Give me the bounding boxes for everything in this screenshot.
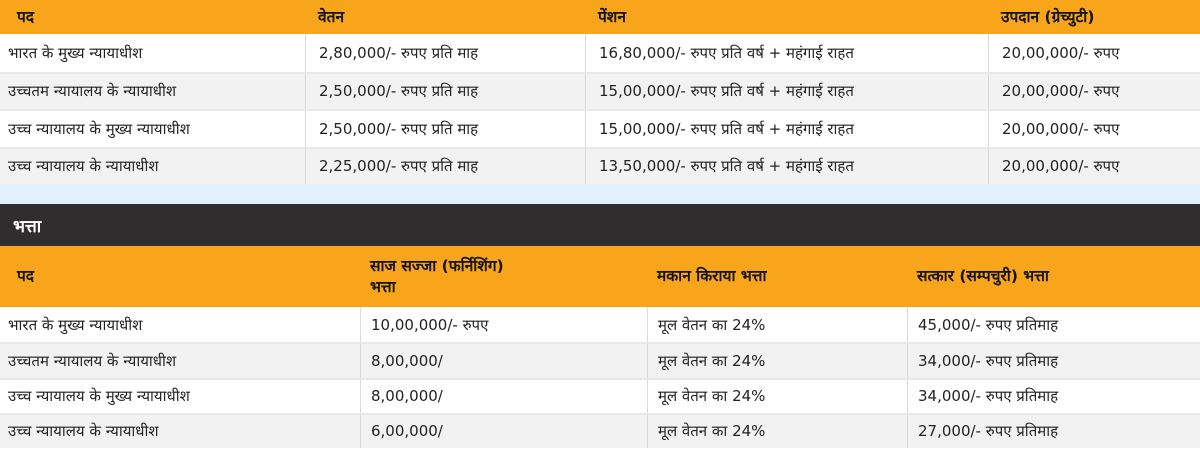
header-cell-salary: वेतन xyxy=(318,7,345,26)
header-cell-post: पद xyxy=(17,7,35,26)
furnishing-allowance-cell: 10,00,000/- रुपए xyxy=(360,307,647,343)
pension-cell: 15,00,000/- रुपए प्रति वर्ष + महंगाई राह… xyxy=(585,73,988,109)
furnishing-allowance-cell: 6,00,000/ xyxy=(360,414,647,448)
table-row: उच्च न्यायालय के मुख्य न्यायाधीश 8,00,00… xyxy=(0,377,1200,413)
header-cell-house-rent-allowance: मकान किराया भत्ता xyxy=(657,267,767,286)
sumptuary-allowance-cell: 45,000/- रुपए प्रतिमाह xyxy=(907,307,1200,343)
post-cell: उच्च न्यायालय के मुख्य न्यायाधीश xyxy=(8,387,190,405)
table-row: उच्च न्यायालय के न्यायाधीश 2,25,000/- रु… xyxy=(0,146,1200,184)
salary-cell: 2,50,000/- रुपए प्रति माह xyxy=(305,73,585,109)
gratuity-cell: 20,00,000/- रुपए xyxy=(988,148,1200,184)
salary-cell: 2,80,000/- रुपए प्रति माह xyxy=(305,34,585,72)
house-rent-allowance-cell: मूल वेतन का 24% xyxy=(647,307,907,343)
furnishing-allowance-cell: 8,00,000/ xyxy=(360,344,647,378)
post-cell: उच्चतम न्यायालय के न्यायाधीश xyxy=(8,82,177,101)
table-row: उच्च न्यायालय के मुख्य न्यायाधीश 2,50,00… xyxy=(0,109,1200,147)
post-cell: भारत के मुख्य न्यायाधीश xyxy=(8,43,143,62)
post-cell: उच्च न्यायालय के न्यायाधीश xyxy=(8,422,159,441)
post-cell: भारत के मुख्य न्यायाधीश xyxy=(8,315,143,334)
table-row: उच्चतम न्यायालय के न्यायाधीश 2,50,000/- … xyxy=(0,71,1200,109)
pension-cell: 16,80,000/- रुपए प्रति वर्ष + महंगाई राह… xyxy=(585,34,988,72)
header-cell-post: पद xyxy=(17,267,35,286)
house-rent-allowance-cell: मूल वेतन का 24% xyxy=(647,379,907,413)
post-cell: उच्च न्यायालय के मुख्य न्यायाधीश xyxy=(8,119,190,138)
allowance-banner: भत्ता xyxy=(0,204,1200,246)
table-row: भारत के मुख्य न्यायाधीश 10,00,000/- रुपए… xyxy=(0,307,1200,343)
salary-table-header-row: पद वेतन पेंशन उपदान (ग्रेच्युटी) xyxy=(0,0,1200,34)
sumptuary-allowance-cell: 34,000/- रुपए प्रतिमाह xyxy=(907,344,1200,378)
section-divider xyxy=(0,184,1200,204)
allowance-table: पद साज सज्जा (फर्निशिंग) भत्ता मकान किरा… xyxy=(0,246,1200,448)
pension-cell: 15,00,000/- रुपए प्रति वर्ष + महंगाई राह… xyxy=(585,111,988,147)
salary-cell: 2,25,000/- रुपए प्रति माह xyxy=(305,148,585,184)
header-cell-pension: पेंशन xyxy=(598,7,626,26)
salary-cell: 2,50,000/- रुपए प्रति माह xyxy=(305,111,585,147)
gratuity-cell: 20,00,000/- रुपए xyxy=(988,111,1200,147)
table-row: उच्चतम न्यायालय के न्यायाधीश 8,00,000/ म… xyxy=(0,342,1200,378)
gratuity-cell: 20,00,000/- रुपए xyxy=(988,73,1200,109)
allowance-banner-title: भत्ता xyxy=(13,216,42,237)
gratuity-cell: 20,00,000/- रुपए xyxy=(988,34,1200,72)
table-row: भारत के मुख्य न्यायाधीश 2,80,000/- रुपए … xyxy=(0,34,1200,72)
header-cell-sumptuary-allowance: सत्कार (सम्पचुरी) भत्ता xyxy=(917,267,1049,286)
sumptuary-allowance-cell: 34,000/- रुपए प्रतिमाह xyxy=(907,379,1200,413)
table-row: उच्च न्यायालय के न्यायाधीश 6,00,000/ मूल… xyxy=(0,412,1200,448)
post-cell: उच्चतम न्यायालय के न्यायाधीश xyxy=(8,351,177,370)
house-rent-allowance-cell: मूल वेतन का 24% xyxy=(647,344,907,378)
sumptuary-allowance-cell: 27,000/- रुपए प्रतिमाह xyxy=(907,414,1200,448)
furnishing-allowance-cell: 8,00,000/ xyxy=(360,379,647,413)
pension-cell: 13,50,000/- रुपए प्रति वर्ष + महंगाई राह… xyxy=(585,148,988,184)
salary-table: पद वेतन पेंशन उपदान (ग्रेच्युटी) भारत के… xyxy=(0,0,1200,184)
allowance-table-header-row: पद साज सज्जा (फर्निशिंग) भत्ता मकान किरा… xyxy=(0,246,1200,307)
header-cell-furnishing-allowance: साज सज्जा (फर्निशिंग) भत्ता xyxy=(370,256,504,296)
house-rent-allowance-cell: मूल वेतन का 24% xyxy=(647,414,907,448)
post-cell: उच्च न्यायालय के न्यायाधीश xyxy=(8,157,159,176)
header-cell-gratuity: उपदान (ग्रेच्युटी) xyxy=(1001,7,1095,26)
